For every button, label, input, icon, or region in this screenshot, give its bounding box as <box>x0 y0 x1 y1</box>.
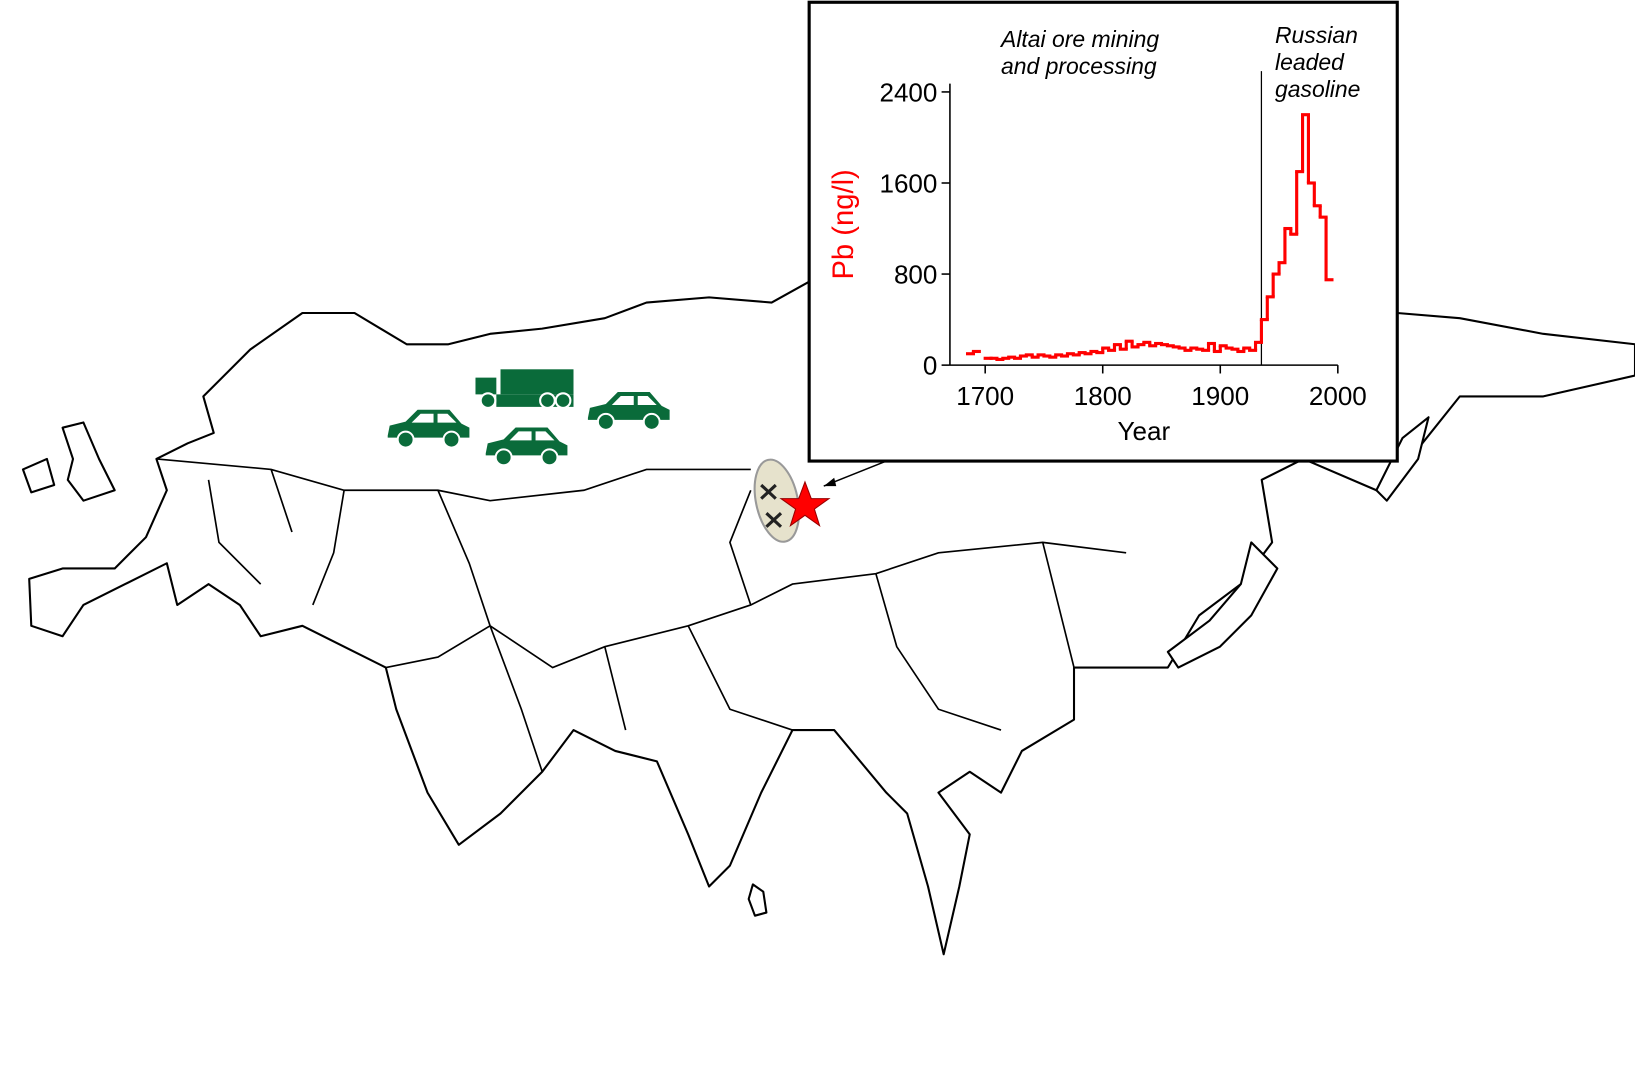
study-site-star <box>779 480 831 528</box>
x-tick-label: 1900 <box>1191 381 1249 411</box>
annotation: leaded <box>1275 49 1345 75</box>
x-axis-label: Year <box>1118 416 1171 446</box>
borders <box>156 458 1127 773</box>
truck-icon <box>475 369 574 409</box>
sri-lanka <box>747 883 768 917</box>
inset-frame <box>807 0 1399 463</box>
japan <box>1166 541 1279 669</box>
x-tick-label: 1800 <box>1074 381 1132 411</box>
annotation: and processing <box>1001 53 1157 79</box>
eurasia <box>28 280 1635 956</box>
y-tick-label: 0 <box>923 351 938 381</box>
britain <box>61 421 116 502</box>
altai-mining <box>753 458 887 543</box>
vehicles <box>386 369 671 467</box>
ireland <box>21 457 56 494</box>
y-tick-label: 1600 <box>879 168 937 198</box>
x-tick-label: 1700 <box>956 381 1014 411</box>
annotation: gasoline <box>1275 76 1360 102</box>
x-tick-label: 2000 <box>1309 381 1367 411</box>
y-tick-label: 800 <box>894 259 937 289</box>
inset-chart: Year Pb (ng/l) 0 800 1600 2400 1700 1800 1900 2… <box>807 0 1399 463</box>
y-tick-label: 2400 <box>879 77 937 107</box>
annotation: Altai ore mining <box>999 26 1159 52</box>
y-axis-label: Pb (ng/l) <box>828 169 860 279</box>
annotation: Russian <box>1275 22 1358 48</box>
